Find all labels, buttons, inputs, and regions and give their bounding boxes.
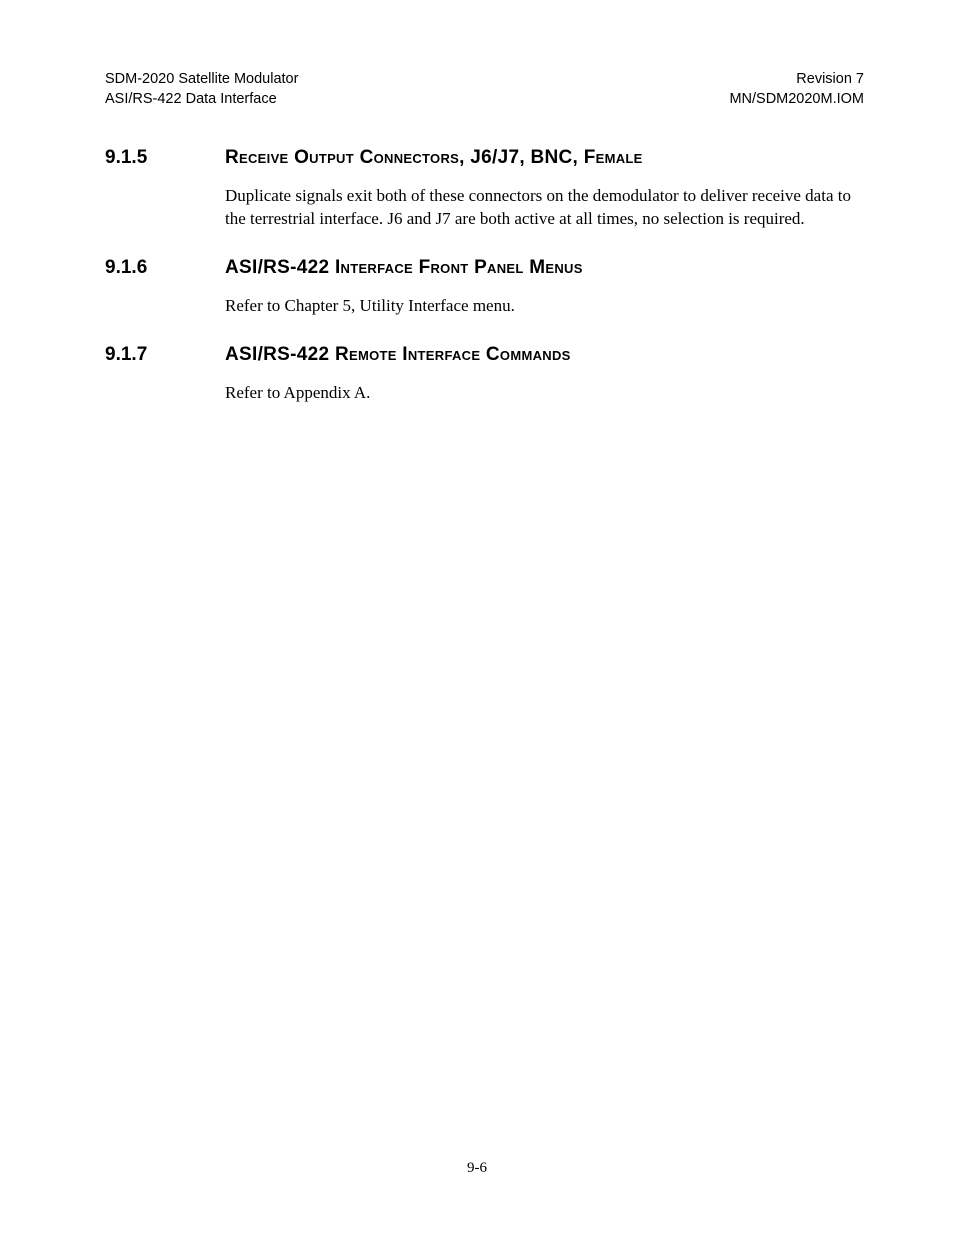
section-heading: 9.1.5 Receive Output Connectors, J6/J7, … — [105, 147, 864, 169]
section-number: 9.1.5 — [105, 147, 225, 169]
section-heading: 9.1.6 ASI/RS-422 Interface Front Panel M… — [105, 257, 864, 279]
header-right: Revision 7 MN/SDM2020M.IOM — [729, 70, 864, 109]
section-title: ASI/RS-422 Interface Front Panel Menus — [225, 257, 583, 279]
document-page: SDM-2020 Satellite Modulator ASI/RS-422 … — [0, 0, 954, 1235]
section-number: 9.1.7 — [105, 344, 225, 366]
header-left-line1: SDM-2020 Satellite Modulator — [105, 70, 298, 90]
section-917: 9.1.7 ASI/RS-422 Remote Interface Comman… — [105, 344, 864, 405]
page-header: SDM-2020 Satellite Modulator ASI/RS-422 … — [105, 70, 864, 109]
section-title: ASI/RS-422 Remote Interface Commands — [225, 344, 571, 366]
page-number: 9-6 — [0, 1160, 954, 1177]
header-left-line2: ASI/RS-422 Data Interface — [105, 90, 298, 110]
section-915: 9.1.5 Receive Output Connectors, J6/J7, … — [105, 147, 864, 231]
header-right-line1: Revision 7 — [729, 70, 864, 90]
section-heading: 9.1.7 ASI/RS-422 Remote Interface Comman… — [105, 344, 864, 366]
section-title: Receive Output Connectors, J6/J7, BNC, F… — [225, 147, 643, 169]
section-body: Refer to Chapter 5, Utility Interface me… — [225, 295, 864, 318]
section-body: Refer to Appendix A. — [225, 382, 864, 405]
section-916: 9.1.6 ASI/RS-422 Interface Front Panel M… — [105, 257, 864, 318]
section-number: 9.1.6 — [105, 257, 225, 279]
header-right-line2: MN/SDM2020M.IOM — [729, 90, 864, 110]
section-body: Duplicate signals exit both of these con… — [225, 185, 864, 231]
header-left: SDM-2020 Satellite Modulator ASI/RS-422 … — [105, 70, 298, 109]
